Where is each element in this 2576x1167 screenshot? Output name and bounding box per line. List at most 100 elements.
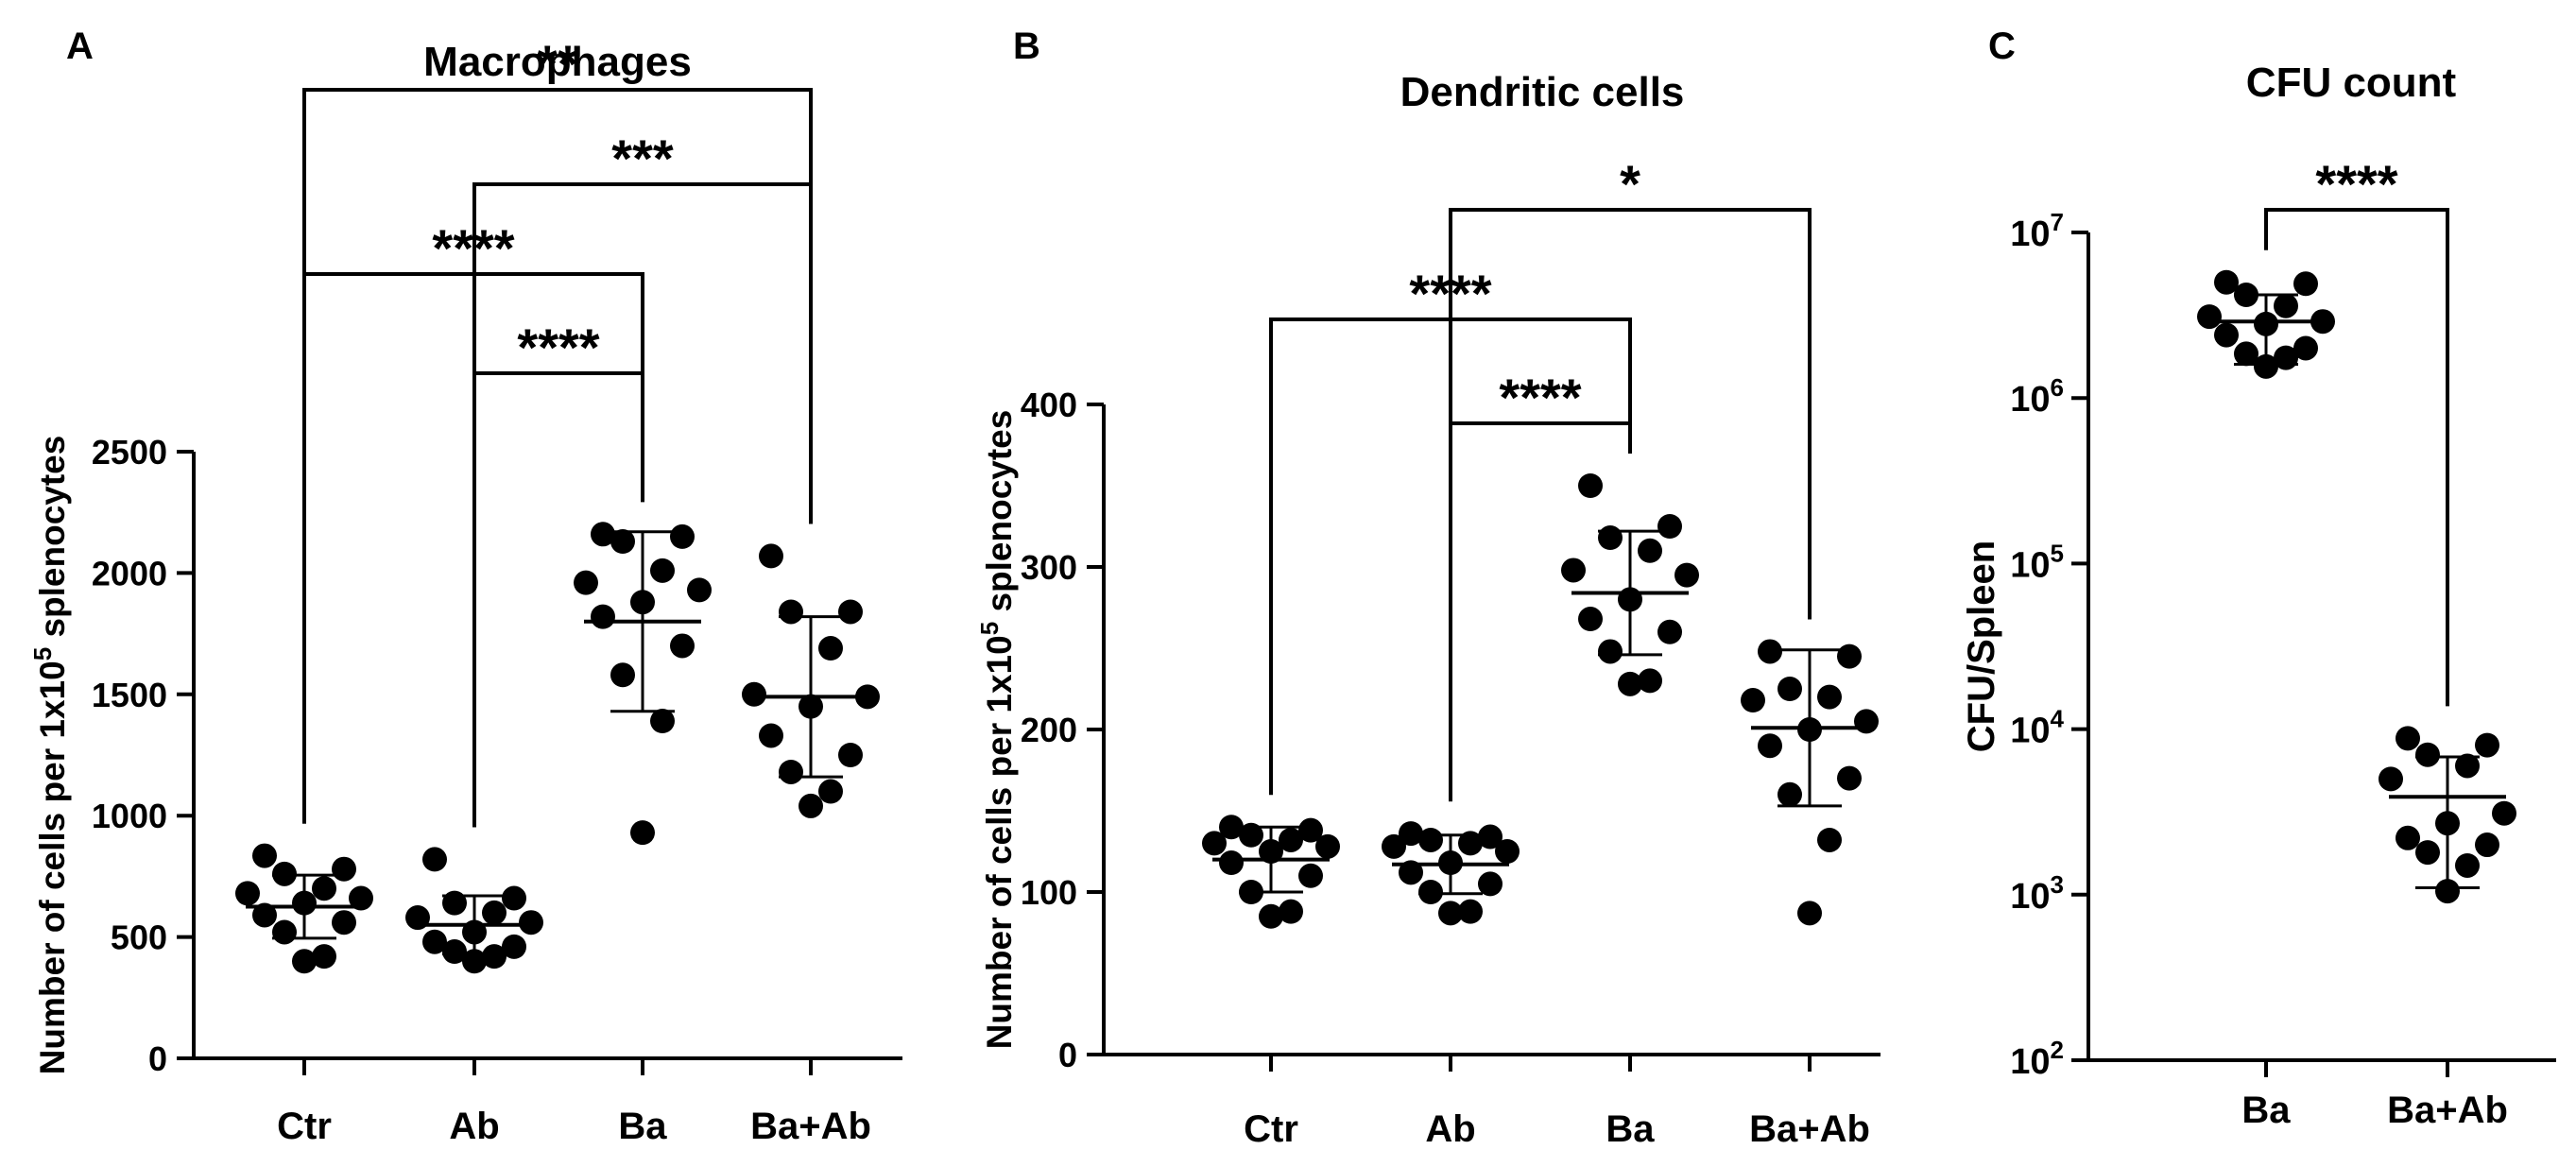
y-tick-label: 300 (1021, 548, 1077, 587)
significance-bracket: **** (1449, 368, 1632, 802)
data-point (838, 743, 863, 767)
y-tick-label: 105 (2010, 539, 2064, 585)
data-point (1298, 817, 1323, 843)
y-tick-exponent: 7 (2051, 208, 2064, 236)
panel-letter: B (1013, 26, 1040, 67)
data-point (2197, 304, 2222, 330)
y-axis-label-prefix: Number of cells per 1x10 (33, 661, 72, 1074)
chart-title: Dendritic cells (1400, 69, 1685, 115)
y-tick-label: 400 (1021, 386, 1077, 424)
x-tick-label-ba-plus-ab: Ba+Ab (750, 1106, 871, 1147)
data-point (687, 577, 712, 603)
data-point (1598, 639, 1623, 664)
data-point (2274, 293, 2298, 318)
data-point (574, 570, 598, 595)
y-tick-label: 100 (1021, 873, 1077, 912)
series-ab (1382, 821, 1520, 926)
y-tick-exponent: 3 (2051, 870, 2064, 899)
significance-label: ** (537, 34, 578, 94)
data-point (312, 944, 336, 970)
series-ba-plus-ab (1741, 639, 1879, 926)
data-point (838, 599, 863, 625)
data-point (2293, 271, 2318, 297)
data-point (272, 919, 297, 945)
data-point (1399, 821, 1423, 847)
y-axis-label: CFU/Spleen (1961, 541, 2002, 752)
data-point (1438, 901, 1463, 926)
data-point (1777, 781, 1802, 807)
data-point (670, 523, 695, 549)
y-tick-base: 10 (2010, 545, 2050, 585)
data-point (2379, 766, 2403, 792)
significance-bracket: **** (472, 317, 644, 828)
series-ctr (235, 843, 373, 974)
series-ab (405, 847, 543, 974)
data-point (1202, 831, 1227, 856)
y-tick-label: 1000 (92, 797, 167, 835)
data-point (1418, 827, 1443, 852)
y-tick-label: 2500 (92, 433, 167, 472)
y-axis-label-exponent: 5 (28, 647, 57, 661)
x-tick-label-ba-plus-ab: Ba+Ab (1749, 1108, 1870, 1150)
data-point (442, 939, 467, 965)
data-point (2415, 840, 2440, 866)
data-point (2293, 335, 2318, 361)
data-point (1578, 607, 1603, 632)
significance-bracket: **** (1269, 264, 1632, 796)
data-point (1758, 639, 1782, 664)
data-point (332, 910, 356, 935)
x-tick-label-ctr: Ctr (277, 1106, 332, 1147)
data-point (650, 709, 675, 734)
data-point (1458, 899, 1483, 924)
data-point (422, 847, 447, 872)
data-point (519, 910, 543, 935)
data-point (1657, 619, 1682, 644)
data-point (2455, 852, 2480, 878)
data-point (2435, 879, 2460, 904)
data-point (349, 885, 373, 911)
data-point (1239, 822, 1263, 848)
x-tick-label-ab: Ab (1425, 1108, 1475, 1150)
chart-title: CFU count (2246, 60, 2457, 106)
y-tick-label: 107 (2010, 208, 2064, 254)
data-point (650, 558, 675, 583)
panel-letter: A (66, 26, 94, 67)
y-tick-label: 106 (2010, 373, 2064, 420)
data-point (292, 949, 317, 974)
data-point (1638, 668, 1662, 694)
y-tick-exponent: 4 (2051, 705, 2065, 733)
data-point (2475, 832, 2499, 858)
data-point (1399, 860, 1423, 885)
data-point (1478, 871, 1503, 897)
data-point (1777, 677, 1802, 701)
data-point (1817, 827, 1842, 852)
data-point (1418, 880, 1443, 904)
data-point (2455, 753, 2480, 779)
bracket-line (472, 371, 644, 828)
data-point (779, 599, 803, 625)
series-ba-plus-ab (742, 543, 880, 818)
data-point (610, 529, 635, 555)
data-point (1797, 901, 1822, 926)
data-point (759, 723, 783, 748)
data-point (591, 522, 615, 547)
data-point (1758, 733, 1782, 759)
data-point (2214, 322, 2239, 348)
data-point (1219, 850, 1244, 876)
series-ba (1561, 473, 1699, 696)
x-tick-label-ba: Ba (1606, 1108, 1655, 1150)
data-point (1298, 863, 1323, 888)
data-point (1657, 514, 1682, 539)
y-axis-label: Number of cells per 1x105 splenocytes (28, 436, 72, 1075)
y-axis-label-exponent: 5 (975, 622, 1004, 635)
x-tick-label-ba: Ba (618, 1106, 667, 1147)
significance-label: **** (432, 218, 514, 278)
y-tick-label: 102 (2010, 1036, 2064, 1082)
y-tick-exponent: 5 (2051, 539, 2064, 567)
significance-bracket: **** (2264, 154, 2449, 707)
y-tick-label: 103 (2010, 870, 2064, 917)
data-point (1578, 473, 1603, 498)
data-point (1279, 899, 1303, 924)
